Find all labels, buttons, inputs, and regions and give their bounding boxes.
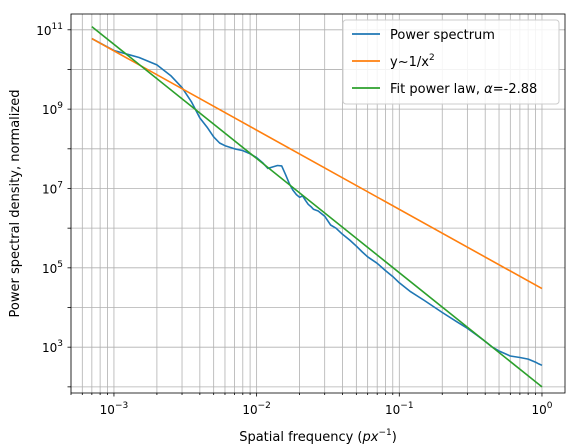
legend-label-fit-power-law: Fit power law, α=-2.88 — [390, 82, 537, 97]
y-tick-label: 107 — [42, 180, 63, 196]
x-tick-label: 10−1 — [385, 401, 414, 417]
series-lines — [91, 25, 543, 388]
x-tick-label: 10−3 — [100, 401, 129, 417]
x-axis-label: Spatial frequency (px−1) — [239, 428, 397, 445]
legend-box — [342, 19, 560, 105]
legend: Power spectrum y~1/x2 Fit power law, α=-… — [342, 19, 560, 105]
legend-label-power-spectrum: Power spectrum — [390, 28, 495, 43]
y-tick-label: 103 — [42, 339, 63, 355]
plot-frame — [70, 13, 566, 394]
y-tick-label: 105 — [42, 260, 63, 276]
series-line-inverse-square — [91, 37, 543, 290]
axis-ticks: 10−3 10−2 10−1 100 103 105 107 109 1011 — [36, 22, 552, 417]
y-tick-label: 1011 — [36, 22, 63, 38]
legend-label-inverse-square: y~1/x2 — [390, 53, 435, 70]
y-tick-label: 109 — [42, 101, 63, 117]
x-tick-label: 10−2 — [242, 401, 271, 417]
x-tick-label: 100 — [531, 401, 552, 417]
series-line-fit-power-law — [91, 25, 543, 388]
y-axis-label: Power spectral density, normalized — [8, 90, 23, 318]
